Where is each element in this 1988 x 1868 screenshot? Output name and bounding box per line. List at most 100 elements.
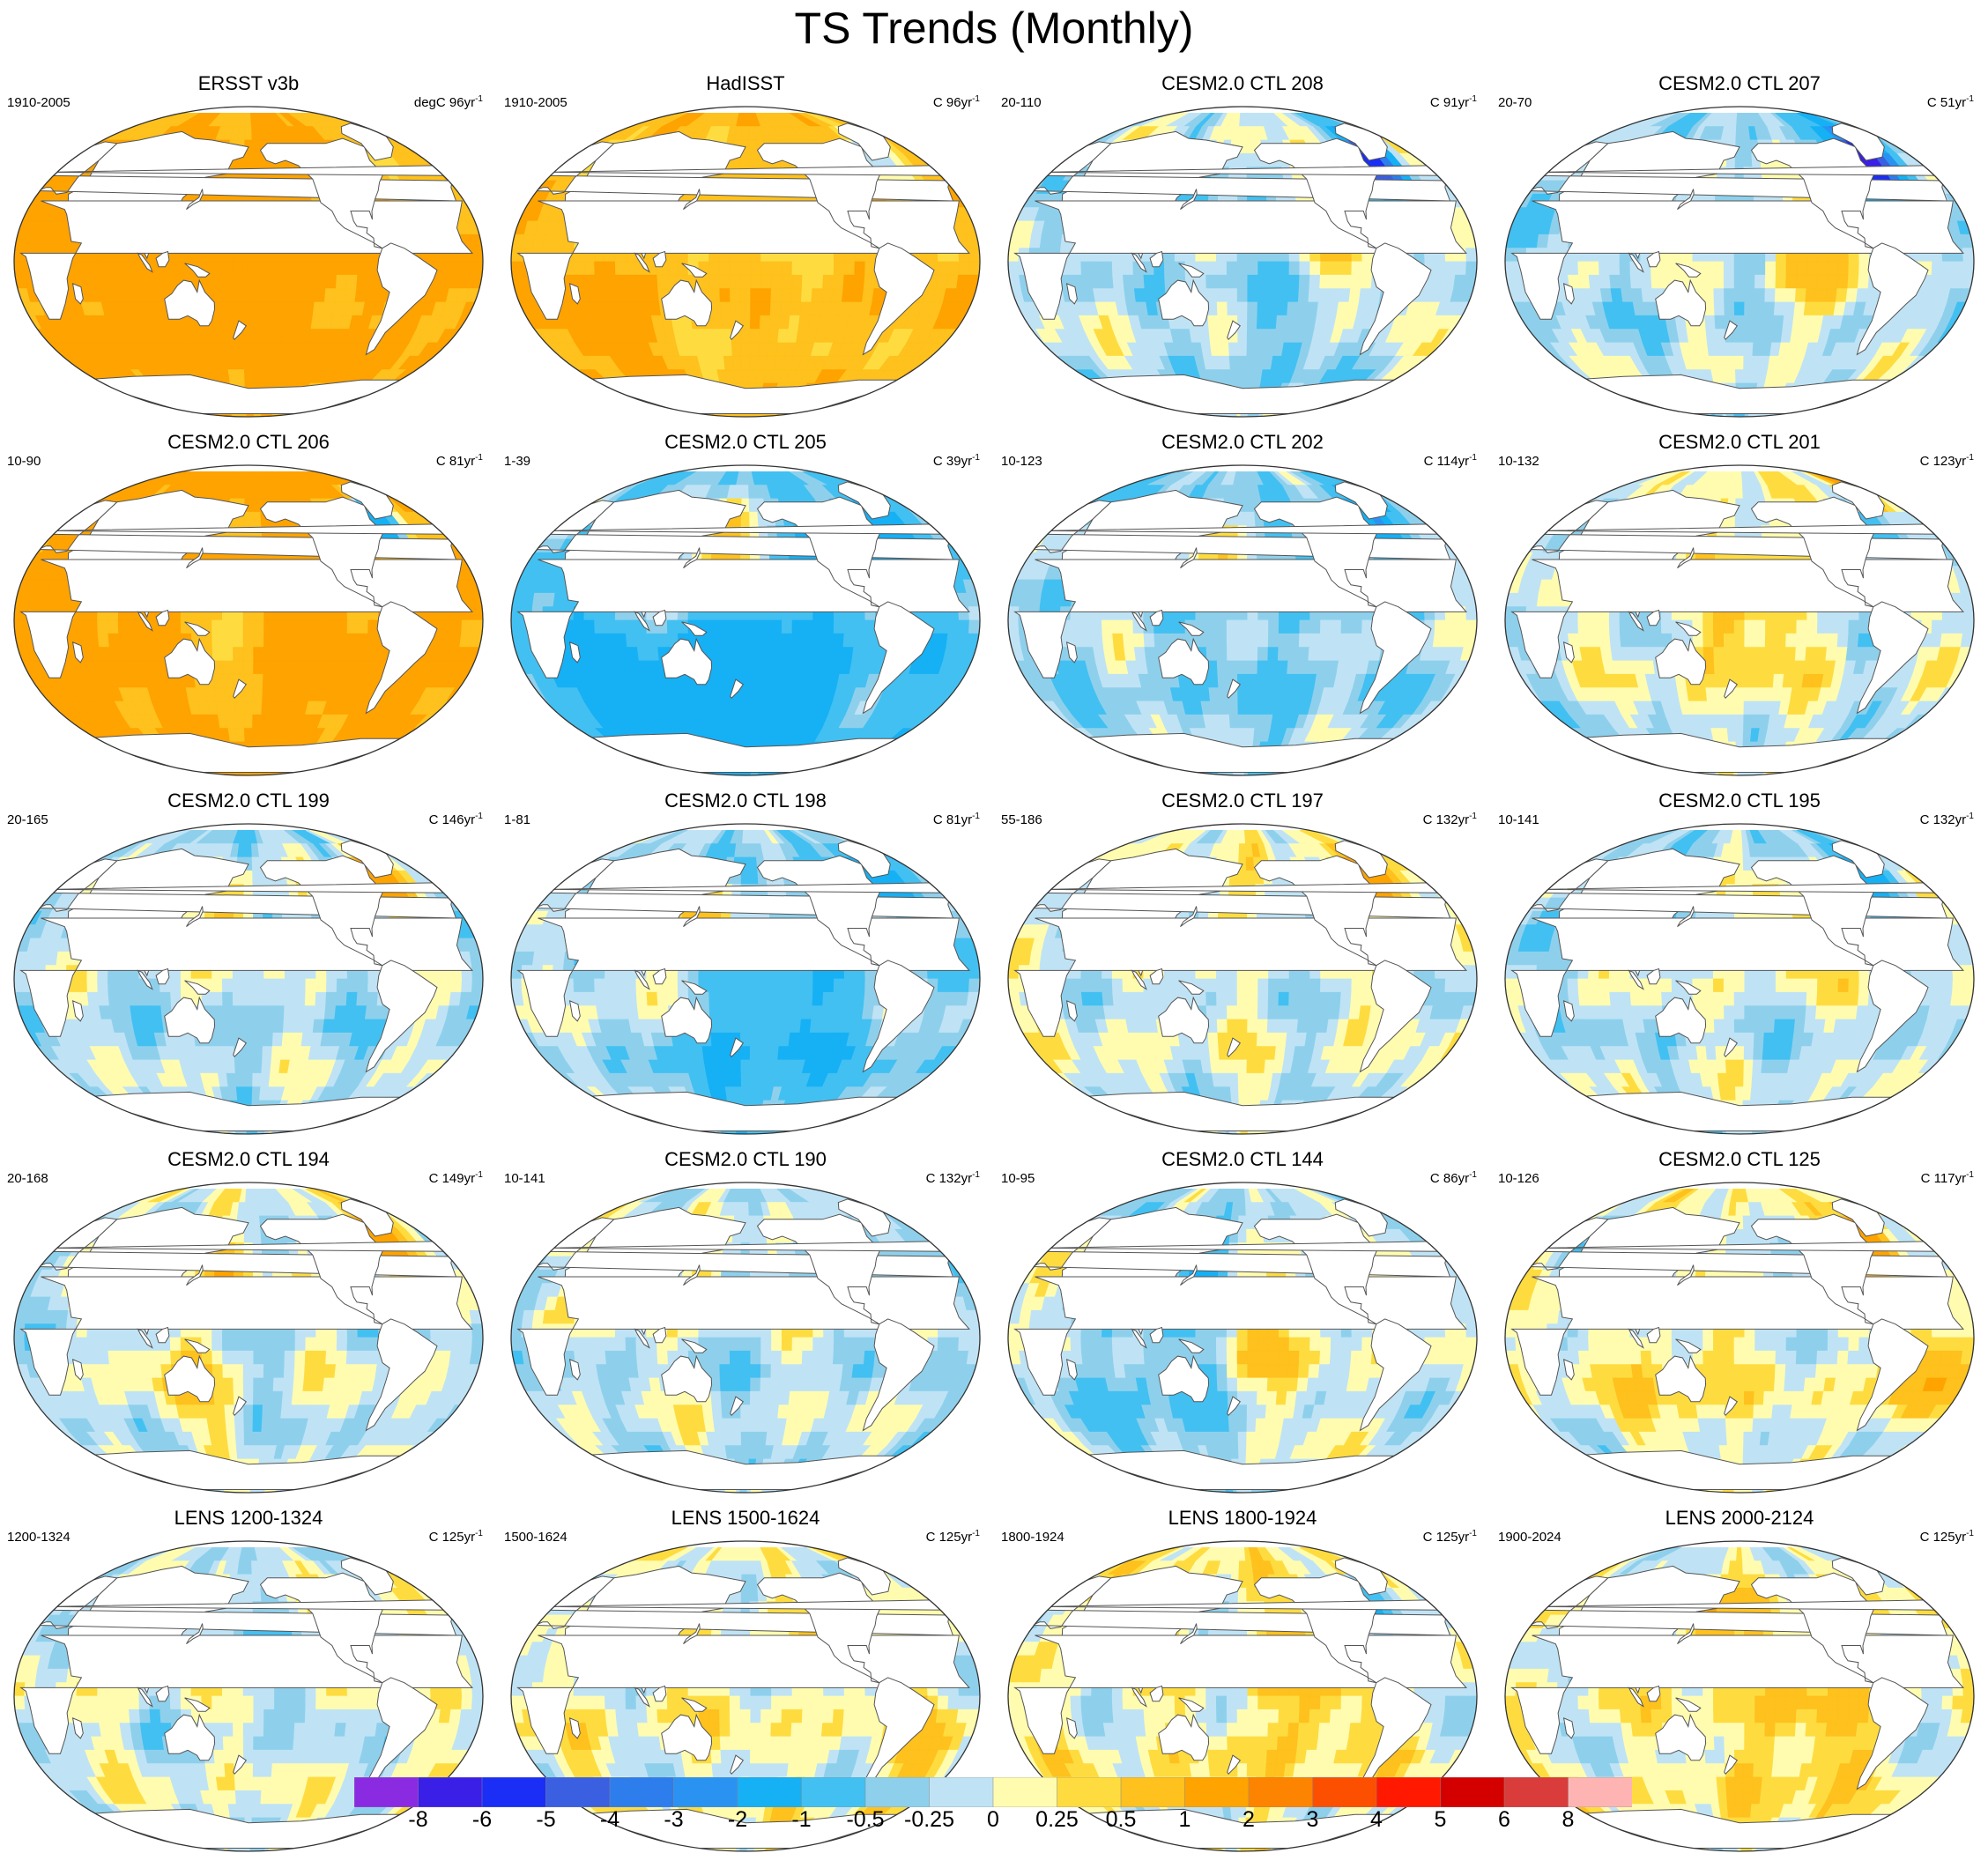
- field-cell: [792, 262, 803, 275]
- field-cell: [1256, 343, 1265, 356]
- field-cell: [730, 262, 740, 275]
- field-cell: [254, 634, 264, 647]
- field-cell: [648, 289, 659, 302]
- field-cell: [233, 620, 243, 634]
- field-cell: [315, 648, 326, 661]
- field-cell: [1102, 262, 1112, 275]
- field-cell: [462, 620, 473, 634]
- field-cell: [1609, 262, 1620, 275]
- field-cell: [304, 648, 315, 661]
- field-cell: [346, 275, 358, 288]
- field-cell: [471, 620, 483, 634]
- field-cell: [471, 248, 483, 262]
- field-cell: [723, 343, 732, 356]
- field-cell: [451, 262, 463, 275]
- field-cell: [1932, 262, 1942, 275]
- field-cell: [1774, 302, 1785, 315]
- field-cell: [1206, 289, 1217, 302]
- field-cell: [254, 661, 264, 674]
- field-cell: [56, 593, 69, 606]
- field-cell: [205, 688, 216, 701]
- field-cell: [722, 330, 732, 343]
- field-cell: [1838, 262, 1849, 275]
- field-cell: [772, 262, 783, 275]
- field-cell: [245, 486, 252, 499]
- field-cell: [636, 275, 648, 288]
- field-cell: [1806, 275, 1818, 288]
- field-cell: [1775, 289, 1785, 302]
- field-cell: [347, 262, 358, 275]
- field-cell: [1786, 262, 1797, 275]
- field-cell: [751, 302, 761, 315]
- field-cell: [1630, 275, 1642, 288]
- field-cell: [1734, 302, 1745, 315]
- field-cell: [821, 289, 833, 302]
- field-cell: [1754, 330, 1764, 343]
- field-cell: [720, 289, 731, 302]
- field-cell: [98, 634, 109, 647]
- field-cell: [1755, 275, 1766, 288]
- field-cell: [1265, 330, 1276, 343]
- field-cell: [1081, 275, 1093, 288]
- field-cell: [741, 343, 750, 356]
- field-cell: [740, 289, 751, 302]
- field-cell: [253, 674, 263, 687]
- field-cell: [1729, 127, 1737, 140]
- field-cell: [305, 634, 315, 647]
- field-cell: [264, 634, 275, 647]
- field-cell: [1745, 262, 1755, 275]
- field-cell: [1268, 289, 1279, 302]
- field-cell: [139, 634, 151, 647]
- field-cell: [709, 289, 720, 302]
- field-cell: [129, 620, 139, 634]
- field-cell: [253, 315, 263, 329]
- field-cell: [1795, 289, 1806, 302]
- field-cell: [584, 275, 596, 288]
- field-cell: [1744, 153, 1753, 167]
- field-cell: [254, 289, 264, 302]
- field-cell: [215, 688, 226, 701]
- field-cell: [1217, 302, 1228, 315]
- trend-field: [1008, 113, 1477, 424]
- field-cell: [1745, 289, 1755, 302]
- field-cell: [153, 411, 193, 424]
- field-cell: [130, 648, 143, 661]
- field-cell: [948, 262, 960, 275]
- field-cell: [1147, 411, 1187, 424]
- field-cell: [170, 620, 181, 634]
- field-cell: [1765, 289, 1776, 302]
- field-cell: [77, 262, 87, 275]
- field-cell: [1736, 127, 1743, 140]
- field-cell: [223, 302, 234, 315]
- field-cell: [326, 275, 338, 288]
- field-cell: [812, 275, 824, 288]
- field-cell: [1257, 302, 1268, 315]
- field-cell: [1724, 275, 1734, 288]
- field-cell: [1329, 289, 1340, 302]
- field-cell: [1232, 127, 1240, 140]
- field-cell: [1237, 289, 1248, 302]
- field-cell: [1268, 275, 1279, 288]
- field-cell: [357, 634, 368, 647]
- field-cell: [800, 302, 812, 315]
- field-cell: [254, 275, 264, 288]
- field-cell: [243, 302, 254, 315]
- field-cell: [1217, 275, 1228, 288]
- field-cell: [244, 512, 253, 525]
- field-cell: [1092, 275, 1103, 288]
- field-cell: [790, 302, 802, 315]
- field-cell: [212, 648, 223, 661]
- field-cell: [1796, 275, 1806, 288]
- field-cell: [271, 330, 282, 343]
- field-cell: [1641, 275, 1652, 288]
- field-cell: [1754, 315, 1764, 329]
- field-cell: [295, 634, 306, 647]
- field-cell: [1210, 343, 1220, 356]
- field-cell: [771, 275, 782, 288]
- field-cell: [160, 634, 172, 647]
- field-cell: [223, 634, 234, 647]
- field-cell: [140, 648, 152, 661]
- field-cell: [336, 634, 347, 647]
- field-cell: [1766, 262, 1777, 275]
